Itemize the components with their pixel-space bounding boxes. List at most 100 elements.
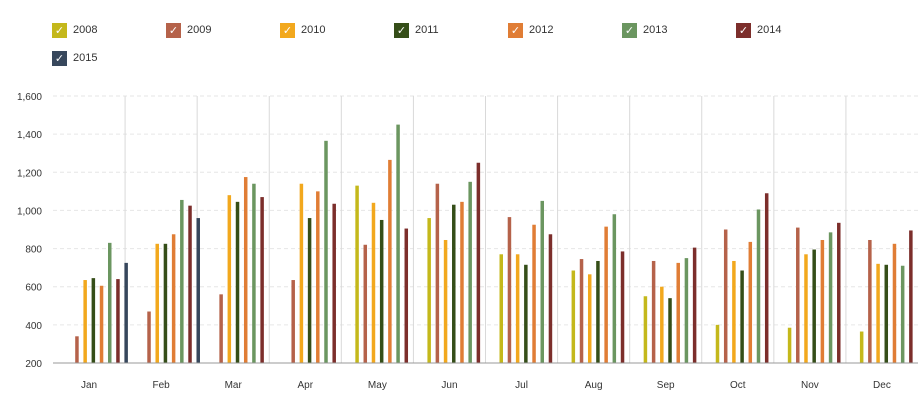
bar-Jun-2011[interactable] bbox=[452, 204, 456, 363]
bar-Jun-2012[interactable] bbox=[460, 201, 464, 363]
bar-Feb-2013[interactable] bbox=[180, 199, 184, 363]
bar-Sep-2008[interactable] bbox=[643, 296, 648, 363]
legend-item-2013[interactable]: ✓ 2013 bbox=[622, 22, 667, 38]
bar-Jan-2010[interactable] bbox=[83, 280, 87, 363]
bar-Apr-2010[interactable] bbox=[299, 183, 304, 363]
bar-Feb-2011[interactable] bbox=[163, 243, 168, 363]
bar-Dec-2012[interactable] bbox=[892, 243, 897, 363]
y-tick-label: 1,400 bbox=[17, 130, 42, 141]
bar-Nov-2011[interactable] bbox=[812, 249, 816, 363]
bar-Jul-2011[interactable] bbox=[524, 264, 528, 363]
y-tick-label: 200 bbox=[25, 359, 42, 370]
legend-item-2010[interactable]: ✓ 2010 bbox=[280, 22, 325, 38]
bar-Dec-2008[interactable] bbox=[859, 331, 864, 363]
legend-item-2014[interactable]: ✓ 2014 bbox=[736, 22, 781, 38]
bar-May-2014[interactable] bbox=[404, 228, 409, 363]
bar-Feb-2014[interactable] bbox=[188, 205, 192, 363]
bar-Jan-2013[interactable] bbox=[108, 242, 112, 363]
bar-Jun-2014[interactable] bbox=[476, 162, 481, 363]
bar-Dec-2011[interactable] bbox=[884, 264, 889, 363]
bar-Dec-2009[interactable] bbox=[868, 239, 872, 363]
bar-Mar-2011[interactable] bbox=[235, 201, 240, 363]
bar-Oct-2009[interactable] bbox=[723, 229, 728, 364]
legend-item-2012[interactable]: ✓ 2012 bbox=[508, 22, 553, 38]
bar-Apr-2012[interactable] bbox=[316, 191, 320, 363]
bar-Jul-2009[interactable] bbox=[507, 217, 512, 363]
bar-Sep-2013[interactable] bbox=[684, 258, 689, 363]
legend-item-2011[interactable]: ✓ 2011 bbox=[394, 22, 439, 38]
legend-item-2015[interactable]: ✓ 2015 bbox=[52, 50, 97, 66]
x-tick-label: Jul bbox=[515, 380, 528, 391]
bar-Sep-2010[interactable] bbox=[660, 286, 664, 363]
bar-Mar-2010[interactable] bbox=[227, 195, 232, 363]
bar-May-2008[interactable] bbox=[355, 185, 359, 363]
bar-Jan-2012[interactable] bbox=[99, 285, 104, 363]
bar-Aug-2009[interactable] bbox=[579, 259, 584, 363]
legend-label: 2014 bbox=[757, 24, 782, 36]
bar-May-2009[interactable] bbox=[363, 244, 368, 363]
bar-Oct-2012[interactable] bbox=[748, 241, 753, 363]
bar-Nov-2010[interactable] bbox=[804, 254, 808, 363]
bar-Nov-2008[interactable] bbox=[787, 327, 792, 363]
legend-item-2009[interactable]: ✓ 2009 bbox=[166, 22, 211, 38]
bar-May-2012[interactable] bbox=[388, 159, 392, 363]
bar-Sep-2014[interactable] bbox=[692, 247, 697, 363]
legend-label: 2011 bbox=[415, 24, 439, 36]
bar-Jun-2008[interactable] bbox=[427, 218, 431, 363]
bar-Aug-2010[interactable] bbox=[587, 274, 592, 363]
bar-Jul-2014[interactable] bbox=[548, 234, 553, 363]
bar-Oct-2013[interactable] bbox=[756, 209, 761, 363]
bar-Jun-2009[interactable] bbox=[435, 183, 440, 363]
bar-Dec-2013[interactable] bbox=[900, 265, 905, 363]
bar-Nov-2012[interactable] bbox=[820, 239, 825, 363]
bar-Apr-2014[interactable] bbox=[332, 203, 336, 363]
bar-Apr-2011[interactable] bbox=[307, 218, 312, 363]
bar-Nov-2009[interactable] bbox=[796, 227, 800, 363]
bar-May-2010[interactable] bbox=[371, 202, 376, 363]
bar-Jun-2013[interactable] bbox=[468, 181, 472, 363]
bar-May-2011[interactable] bbox=[379, 219, 384, 363]
legend-label: 2013 bbox=[643, 24, 668, 36]
bar-Jul-2010[interactable] bbox=[515, 254, 520, 363]
bar-Aug-2014[interactable] bbox=[620, 251, 625, 363]
bar-Oct-2014[interactable] bbox=[764, 193, 769, 363]
bar-Sep-2011[interactable] bbox=[668, 298, 672, 363]
bar-Mar-2013[interactable] bbox=[252, 183, 256, 363]
bar-Oct-2011[interactable] bbox=[740, 270, 744, 364]
bar-Jan-2014[interactable] bbox=[116, 279, 120, 363]
bar-Mar-2012[interactable] bbox=[243, 177, 248, 363]
bar-Feb-2012[interactable] bbox=[171, 234, 176, 363]
bar-Apr-2013[interactable] bbox=[324, 140, 328, 363]
x-tick-label: Dec bbox=[873, 380, 891, 391]
bar-May-2013[interactable] bbox=[396, 124, 400, 363]
bar-Aug-2013[interactable] bbox=[612, 214, 617, 363]
bar-Jun-2010[interactable] bbox=[443, 239, 448, 363]
bar-Jan-2015[interactable] bbox=[124, 262, 128, 364]
bar-Aug-2012[interactable] bbox=[604, 226, 608, 363]
x-tick-label: Aug bbox=[585, 380, 603, 391]
bar-Oct-2010[interactable] bbox=[732, 260, 736, 363]
bar-Jul-2012[interactable] bbox=[532, 224, 536, 363]
legend-swatch-check-icon: ✓ bbox=[622, 22, 637, 38]
bar-Aug-2008[interactable] bbox=[571, 270, 576, 364]
bar-Jan-2011[interactable] bbox=[91, 278, 96, 363]
bar-Jul-2008[interactable] bbox=[499, 254, 504, 363]
bar-Jul-2013[interactable] bbox=[540, 200, 545, 363]
bar-Dec-2010[interactable] bbox=[876, 263, 880, 363]
bar-Mar-2009[interactable] bbox=[219, 294, 223, 363]
bar-Aug-2011[interactable] bbox=[596, 260, 600, 363]
bar-Mar-2014[interactable] bbox=[260, 197, 264, 363]
bar-Nov-2014[interactable] bbox=[837, 222, 841, 363]
bar-Dec-2014[interactable] bbox=[909, 230, 913, 363]
bar-Nov-2013[interactable] bbox=[828, 232, 833, 363]
bar-Feb-2010[interactable] bbox=[155, 243, 159, 363]
bar-Feb-2009[interactable] bbox=[147, 311, 151, 363]
bar-Sep-2012[interactable] bbox=[676, 262, 680, 364]
bar-Jan-2009[interactable] bbox=[75, 336, 79, 363]
y-axis-ticks: 200 400 600 800 1,000 1,200 1,400 1,600 bbox=[17, 92, 42, 370]
bar-Apr-2009[interactable] bbox=[291, 280, 295, 363]
legend-item-2008[interactable]: ✓ 2008 bbox=[52, 22, 97, 38]
bar-Sep-2009[interactable] bbox=[651, 260, 656, 363]
bar-Oct-2008[interactable] bbox=[715, 324, 720, 363]
bar-Feb-2015[interactable] bbox=[196, 218, 200, 363]
